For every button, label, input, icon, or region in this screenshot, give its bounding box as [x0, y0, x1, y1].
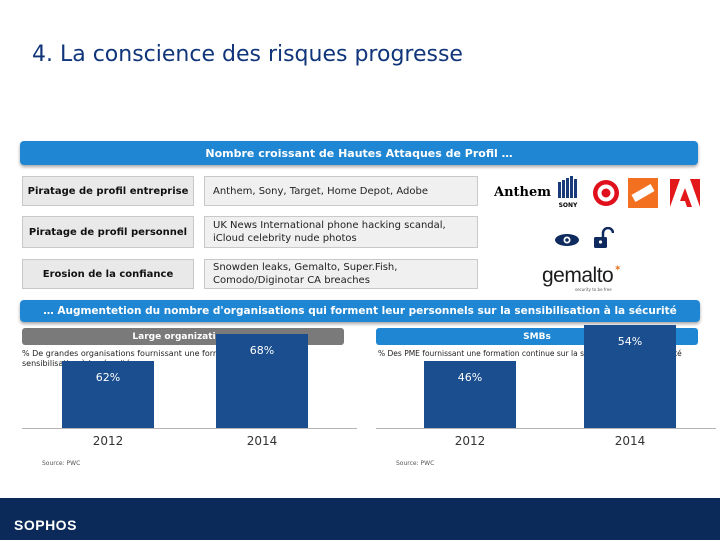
left-axis [22, 428, 357, 429]
gemalto-tagline: security to be free [575, 287, 612, 292]
anthem-logo: Anthem [494, 185, 552, 200]
open-lock-icon [592, 226, 615, 253]
row-text-confiance: Snowden leaks, Gemalto, Super.Fish, Como… [204, 259, 478, 289]
left-tick-2012: 2012 [92, 434, 124, 448]
row-text-entreprise: Anthem, Sony, Target, Home Depot, Adobe [204, 176, 478, 206]
gemalto-star-icon: ✶ [614, 264, 622, 274]
right-bar-label-2014: 54% [617, 335, 643, 348]
sony-logo-text: SONY [558, 202, 578, 209]
right-source: Source: PWC [396, 460, 435, 467]
left-bar-label-2012: 62% [95, 371, 121, 384]
banner-mid: … Augmentetion du nombre d'organisations… [20, 300, 700, 322]
row-label-entreprise: Piratage de profil entreprise [22, 176, 194, 206]
row-label-personnel: Piratage de profil personnel [22, 216, 194, 248]
adobe-logo [670, 179, 700, 211]
left-bar-2014 [216, 334, 308, 428]
sony-logo: SONY [556, 176, 580, 209]
left-source: Source: PWC [42, 460, 81, 467]
right-bar-2012 [424, 361, 516, 428]
footer-bar [0, 498, 720, 540]
right-axis [376, 428, 716, 429]
home-depot-logo [628, 178, 658, 212]
page-title: 4. La conscience des risques progresse [32, 42, 463, 67]
gemalto-logo: gemalto [542, 264, 614, 287]
sophos-logo: SOPHOS [14, 517, 77, 533]
right-panel-desc: % Des PME fournissant une formation cont… [378, 349, 682, 358]
right-tick-2014: 2014 [614, 434, 646, 448]
right-tick-2012: 2012 [454, 434, 486, 448]
left-bar-2012 [62, 361, 154, 428]
banner-top: Nombre croissant de Hautes Attaques de P… [20, 141, 698, 165]
row-text-personnel: UK News International phone hacking scan… [204, 216, 478, 248]
target-logo [592, 179, 620, 211]
row-label-confiance: Erosion de la confiance [22, 259, 194, 289]
left-tick-2014: 2014 [246, 434, 278, 448]
right-bar-label-2012: 46% [457, 371, 483, 384]
left-bar-label-2014: 68% [249, 344, 275, 357]
eye-icon [554, 232, 580, 251]
right-bar-2014 [584, 325, 676, 428]
